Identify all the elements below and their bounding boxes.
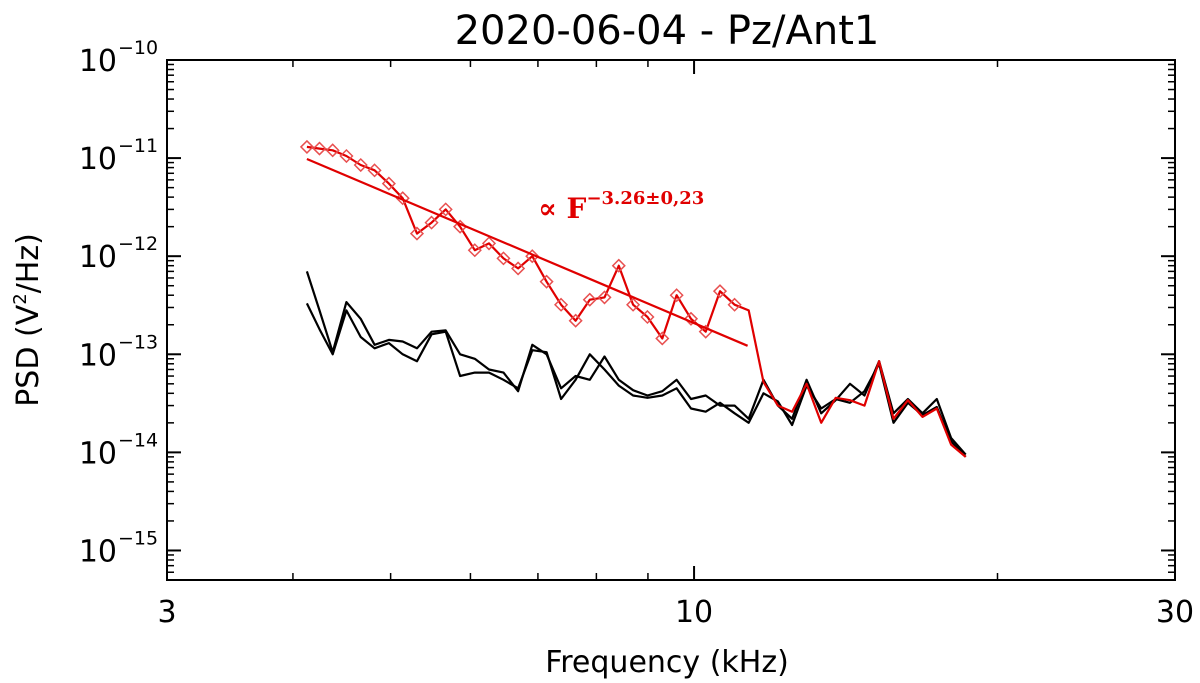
y-tick-exponent: −11 (118, 135, 158, 157)
data-point-diamond (381, 176, 396, 191)
data-point-diamond (395, 191, 410, 206)
series-layer (299, 139, 967, 458)
data-point-diamond (325, 143, 340, 158)
y-axis-label: PSD (V2/Hz) (10, 233, 46, 407)
data-point-diamond (511, 261, 526, 276)
y-axis-label-base: PSD (V (11, 304, 46, 406)
plot-frame (166, 59, 1176, 581)
data-point-diamond (496, 251, 511, 266)
red-psd-line (306, 145, 967, 458)
fit-line (306, 157, 749, 347)
data-point-diamond (539, 274, 554, 289)
data-point-diamond (611, 258, 626, 273)
data-point-diamond (353, 157, 368, 173)
y-tick-label: 10 (79, 534, 117, 569)
data-point-diamond (640, 309, 655, 325)
data-point-diamond (568, 313, 583, 328)
y-tick-exponent: −12 (118, 233, 158, 255)
data-point-diamond (669, 288, 684, 303)
x-tick-label: 3 (157, 595, 176, 630)
y-tick-label: 10 (79, 338, 117, 373)
data-point-diamond (467, 243, 482, 258)
y-axis-label-sup: 2 (10, 293, 31, 304)
data-point-diamond (712, 284, 728, 299)
fit-annotation-prefix: ∝ F (538, 192, 587, 225)
data-point-diamond (582, 292, 597, 307)
data-point-diamond (409, 226, 425, 241)
y-tick-exponent: −15 (118, 527, 158, 549)
data-point-diamond (554, 297, 569, 312)
data-point-diamond (683, 311, 699, 326)
black-psd-line (305, 302, 967, 458)
data-point-diamond (438, 202, 453, 217)
data-point-diamond (339, 148, 354, 164)
y-tick-exponent: −14 (118, 429, 158, 451)
black-psd-line (305, 271, 967, 456)
data-point-diamond (655, 331, 670, 346)
data-point-diamond (299, 139, 314, 154)
data-point-diamond (367, 163, 382, 178)
y-tick-exponent: −13 (118, 331, 158, 353)
x-tick-label: 30 (1156, 595, 1194, 630)
y-tick-label: 10 (79, 44, 117, 79)
y-axis-label-tail: /Hz) (11, 233, 46, 293)
chart-title: 2020-06-04 - Pz/Ant1 (455, 8, 880, 54)
data-point-diamond (597, 290, 612, 305)
fit-annotation-exponent: −3.26±0,23 (586, 188, 704, 209)
data-point-diamond (525, 249, 540, 264)
x-axis-label: Frequency (kHz) (545, 645, 789, 680)
y-tick-label: 10 (79, 240, 117, 275)
data-point-diamond (727, 297, 742, 312)
fit-annotation: ∝ F−3.26±0,23 (538, 188, 704, 225)
data-point-diamond (312, 141, 327, 156)
x-tick-label: 10 (675, 595, 713, 630)
data-point-diamond (481, 236, 497, 251)
y-tick-label: 10 (79, 142, 117, 177)
data-point-diamond (424, 215, 439, 230)
x-axis-ticks: 3 10 30 (157, 60, 1194, 630)
y-tick-exponent: −10 (118, 37, 158, 59)
y-tick-label: 10 (79, 436, 117, 471)
data-point-diamond (626, 297, 641, 312)
